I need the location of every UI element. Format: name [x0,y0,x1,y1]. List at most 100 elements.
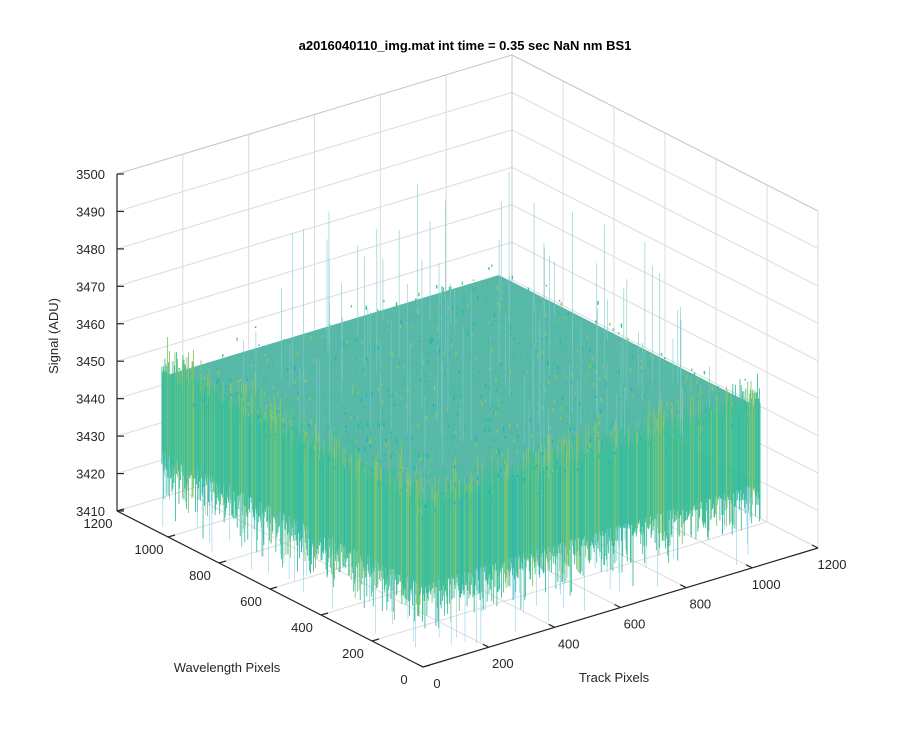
noise-speckle [566,405,568,411]
noise-speckle [300,465,303,469]
noise-speckle [662,373,664,376]
noise-speckle [530,301,533,304]
noise-speckle [327,472,329,475]
noise-speckle [432,403,435,408]
noise-speckle [560,402,563,405]
noise-speckle [585,380,587,383]
noise-speckle [367,457,369,462]
noise-speckle [258,358,260,362]
noise-speckle [504,464,506,468]
noise-speckle [689,409,692,414]
noise-speckle [458,369,460,374]
noise-speckle [465,487,468,490]
noise-speckle [218,380,220,385]
noise-speckle [527,429,530,433]
noise-speckle [264,379,266,384]
noise-speckle [373,463,375,466]
noise-speckle [571,438,573,441]
chart-title: a2016040110_img.mat int time = 0.35 sec … [299,38,632,53]
noise-speckle [346,339,349,344]
noise-speckle [202,398,204,402]
noise-speckle [369,444,371,448]
noise-speckle [485,481,487,483]
noise-speckle [593,414,595,418]
noise-speckle [486,441,488,444]
noise-speckle [464,425,466,428]
noise-speckle [552,326,555,330]
noise-speckle [395,333,397,336]
noise-speckle [516,320,519,325]
noise-speckle [429,319,432,324]
noise-speckle [432,410,434,415]
noise-speckle [516,434,519,438]
noise-speckle [457,476,460,479]
x-tick [811,544,819,549]
noise-speckle [411,361,413,365]
noise-speckle [667,442,669,445]
noise-speckle [574,392,577,395]
noise-speckle [632,434,634,437]
noise-speckle [540,323,542,327]
noise-speckle [335,355,337,360]
noise-speckle [300,406,303,408]
noise-speckle [379,459,381,462]
noise-speckle [460,292,462,295]
noise-speckle [644,394,646,397]
noise-speckle [670,408,672,413]
noise-speckle [509,312,511,316]
noise-speckle [510,324,512,327]
noise-speckle [441,287,444,289]
noise-speckle [541,350,543,353]
noise-speckle [347,344,349,348]
noise-speckle [648,363,650,367]
noise-speckle [322,462,325,465]
noise-speckle [551,440,554,443]
noise-speckle [407,388,409,393]
noise-speckle [632,414,634,419]
noise-speckle [400,319,402,325]
noise-speckle [474,468,477,472]
noise-speckle [682,375,684,380]
y-tick [320,612,329,616]
noise-speckle [379,483,381,487]
noise-speckle [499,306,501,309]
noise-speckle [378,424,380,428]
noise-speckle [473,287,475,290]
noise-speckle [521,329,523,333]
noise-speckle [563,440,566,444]
noise-speckle [354,321,357,325]
noise-speckle [330,366,332,369]
noise-speckle [425,380,427,383]
noise-speckle [424,504,426,509]
noise-speckle [454,393,456,398]
noise-speckle [247,362,250,364]
noise-speckle [537,492,539,495]
noise-speckle [596,418,598,421]
noise-speckle [405,323,407,325]
noise-speckle [170,377,173,381]
noise-speckle [419,334,422,337]
noise-speckle [548,380,550,385]
noise-speckle [677,409,680,413]
noise-speckle [441,405,443,410]
noise-speckle [727,399,730,402]
noise-speckle [365,393,367,398]
noise-speckle [488,367,491,371]
noise-speckle [419,378,422,381]
noise-speckle [494,411,496,416]
noise-speckle [533,316,535,319]
noise-speckle [434,374,437,377]
axis-lines [116,173,819,668]
noise-speckle [677,433,680,438]
noise-speckle [328,456,330,461]
noise-speckle [267,381,270,384]
noise-speckle [263,414,265,419]
noise-speckle [261,414,263,418]
noise-speckle [353,447,355,453]
noise-speckle [682,384,684,390]
noise-speckle [301,424,303,429]
noise-speckle [475,488,477,493]
noise-speckle [497,406,499,410]
noise-speckle [475,443,478,448]
noise-speckle [506,304,508,309]
